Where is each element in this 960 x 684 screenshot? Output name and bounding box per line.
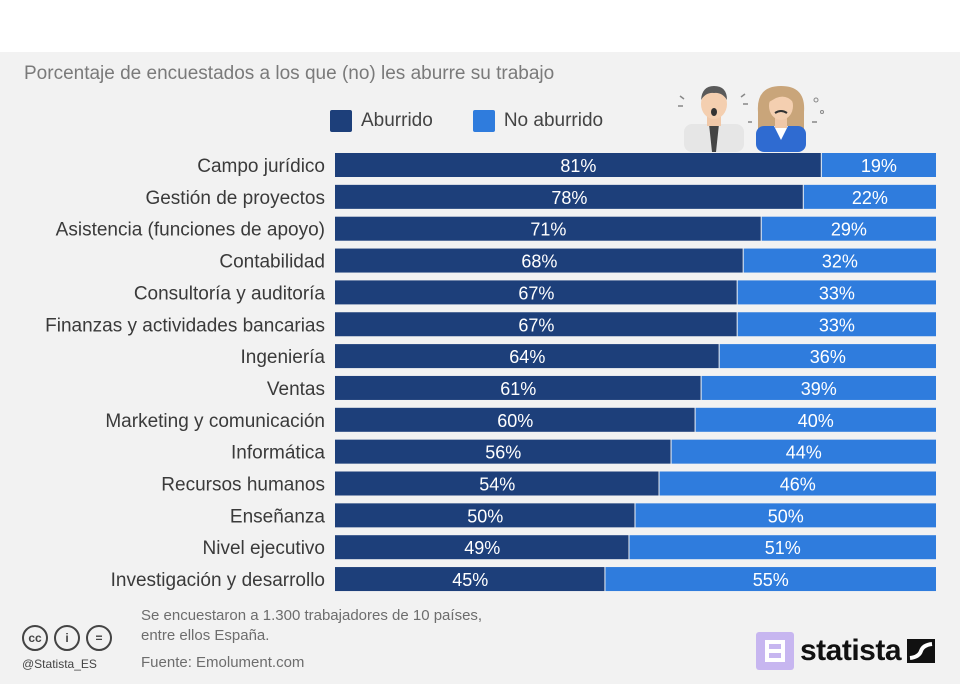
bar-aburrido xyxy=(335,216,761,241)
data-label-aburrido: 67% xyxy=(518,315,554,335)
data-label-aburrido: 64% xyxy=(509,347,545,367)
bar-no-aburrido xyxy=(671,439,936,464)
bar-no-aburrido xyxy=(737,312,936,337)
bar-aburrido xyxy=(335,375,701,400)
source-text: Fuente: Emolument.com xyxy=(141,654,305,671)
data-label-no-aburrido: 36% xyxy=(810,347,846,367)
bar-no-aburrido xyxy=(803,184,936,209)
bar-aburrido xyxy=(335,503,635,528)
category-label: Finanzas y actividades bancarias xyxy=(45,315,325,336)
data-label-no-aburrido: 50% xyxy=(768,506,804,526)
data-label-no-aburrido: 33% xyxy=(819,315,855,335)
bar-no-aburrido xyxy=(701,375,936,400)
bar-aburrido xyxy=(335,567,605,592)
survey-note-line2: entre ellos España. xyxy=(141,627,270,644)
data-label-no-aburrido: 55% xyxy=(753,570,789,590)
bar-aburrido xyxy=(335,312,737,337)
data-label-aburrido: 61% xyxy=(500,379,536,399)
data-label-aburrido: 71% xyxy=(530,220,566,240)
bar-no-aburrido xyxy=(821,153,936,177)
category-label: Consultoría y auditoría xyxy=(134,283,326,304)
statista-logo-mark-icon xyxy=(907,639,936,663)
no-derivatives-icon: = xyxy=(86,625,112,651)
legend-label-aburrido: Aburrido xyxy=(361,110,433,131)
data-label-no-aburrido: 39% xyxy=(801,379,837,399)
category-label: Contabilidad xyxy=(219,252,325,273)
legend-item-no-aburrido: No aburrido xyxy=(472,110,604,132)
bar-aburrido xyxy=(335,153,821,177)
legend-swatch-no-aburrido xyxy=(472,110,495,132)
bar-aburrido xyxy=(335,184,803,209)
data-label-no-aburrido: 46% xyxy=(780,475,816,495)
data-label-aburrido: 50% xyxy=(467,506,503,526)
survey-note-line1: Se encuestaron a 1.300 trabajadores de 1… xyxy=(141,607,483,624)
bar-aburrido xyxy=(335,280,737,305)
bar-no-aburrido xyxy=(695,407,936,432)
data-label-no-aburrido: 19% xyxy=(861,156,897,176)
category-label: Informática xyxy=(231,443,325,464)
bar-no-aburrido xyxy=(635,503,936,528)
data-label-aburrido: 68% xyxy=(521,252,557,272)
category-label: Campo jurídico xyxy=(197,156,325,177)
category-label: Asistencia (funciones de apoyo) xyxy=(56,220,325,241)
category-label: Enseñanza xyxy=(230,506,326,527)
bar-aburrido xyxy=(335,471,659,496)
bored-workers-icon xyxy=(678,86,824,152)
bar-no-aburrido xyxy=(659,471,936,496)
statista-handle: @Statista_ES xyxy=(22,657,97,671)
category-label: Nivel ejecutivo xyxy=(203,538,326,559)
data-label-aburrido: 81% xyxy=(560,156,596,176)
bar-aburrido xyxy=(335,248,743,273)
category-label: Ventas xyxy=(267,379,325,400)
statista-logo: statista xyxy=(756,632,936,670)
category-label: Gestión de proyectos xyxy=(145,188,325,209)
data-label-no-aburrido: 29% xyxy=(831,220,867,240)
bar-no-aburrido xyxy=(761,216,936,241)
legend-label-no-aburrido: No aburrido xyxy=(503,110,604,131)
statista-logo-icon xyxy=(756,632,794,670)
data-label-aburrido: 49% xyxy=(464,538,500,558)
data-label-aburrido: 54% xyxy=(479,475,515,495)
attribution-icon: i xyxy=(54,625,80,651)
statista-logo-text: statista xyxy=(800,634,902,667)
bar-no-aburrido xyxy=(737,280,936,305)
bar-aburrido xyxy=(335,407,695,432)
bar-no-aburrido xyxy=(743,248,936,273)
bar-aburrido xyxy=(335,535,629,560)
cc-license-icon: cc xyxy=(22,625,48,651)
data-label-no-aburrido: 44% xyxy=(786,443,822,463)
data-label-no-aburrido: 40% xyxy=(798,411,834,431)
chart-title: Porcentaje de encuestados a los que (no)… xyxy=(24,63,555,84)
data-label-no-aburrido: 33% xyxy=(819,283,855,303)
bar-aburrido xyxy=(335,439,671,464)
data-label-aburrido: 67% xyxy=(518,283,554,303)
bar-no-aburrido xyxy=(719,344,936,369)
creative-commons-icon: cc i = xyxy=(22,625,118,651)
category-label: Investigación y desarrollo xyxy=(111,570,325,591)
bar-no-aburrido xyxy=(629,535,936,560)
category-label: Marketing y comunicación xyxy=(105,411,325,432)
category-label: Recursos humanos xyxy=(161,475,325,496)
category-label: Ingeniería xyxy=(240,347,325,368)
legend: Aburrido No aburrido xyxy=(330,110,643,132)
survey-note: Se encuestaron a 1.300 trabajadores de 1… xyxy=(141,606,482,646)
legend-swatch-aburrido xyxy=(330,110,352,132)
data-label-aburrido: 45% xyxy=(452,570,488,590)
data-label-aburrido: 78% xyxy=(551,188,587,208)
data-label-aburrido: 56% xyxy=(485,443,521,463)
data-label-no-aburrido: 51% xyxy=(765,538,801,558)
data-label-aburrido: 60% xyxy=(497,411,533,431)
data-label-no-aburrido: 32% xyxy=(822,252,858,272)
bar-no-aburrido xyxy=(605,567,936,592)
bar-aburrido xyxy=(335,344,719,369)
legend-item-aburrido: Aburrido xyxy=(330,110,433,132)
data-label-no-aburrido: 22% xyxy=(852,188,888,208)
